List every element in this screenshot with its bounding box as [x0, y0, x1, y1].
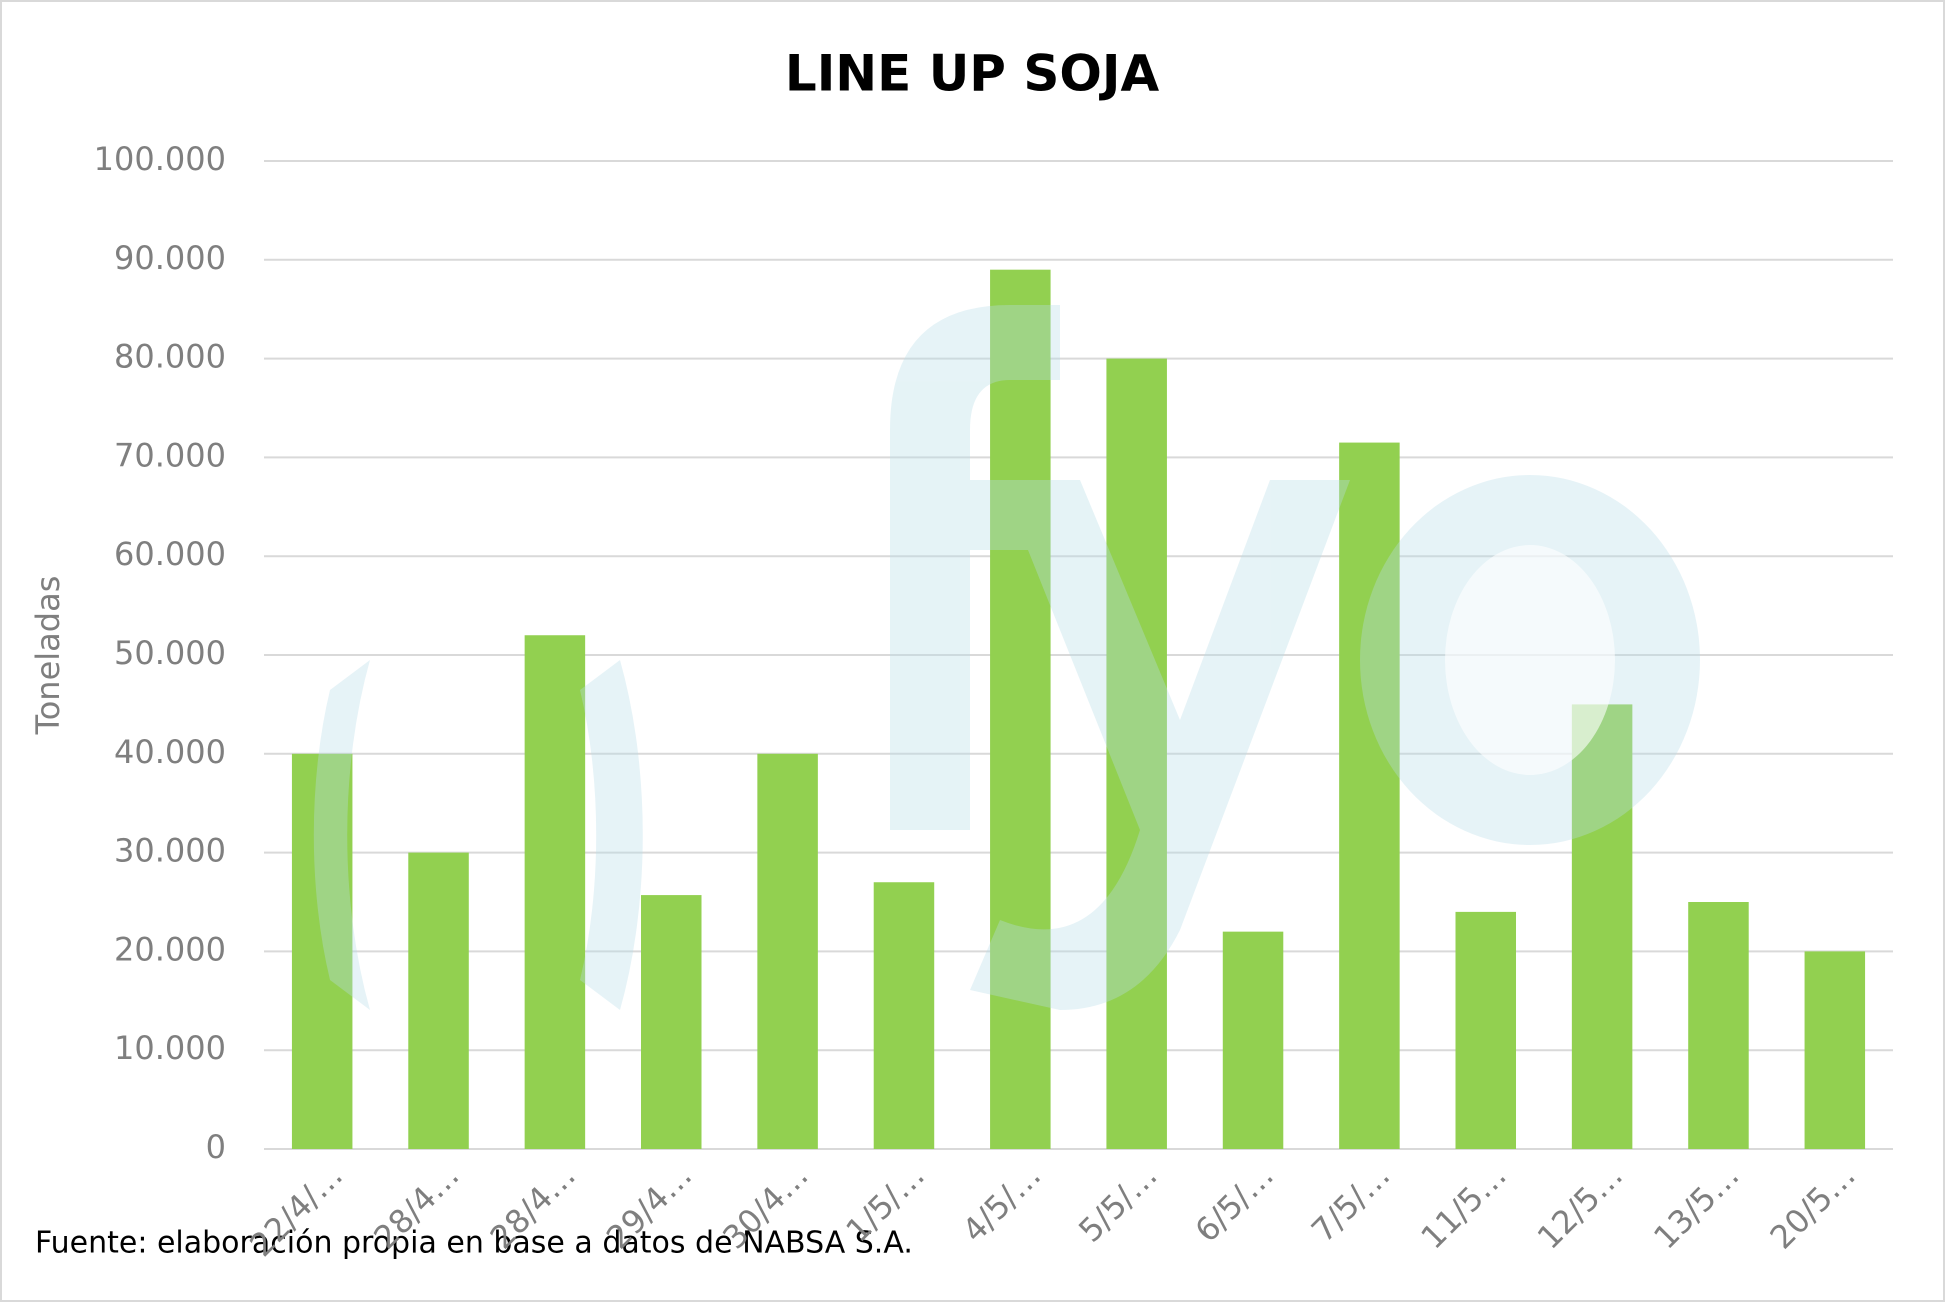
y-tick-label: 20.000	[114, 930, 226, 968]
y-axis-label: Toneladas	[29, 576, 67, 736]
bar	[990, 269, 1051, 1149]
y-tick-label: 10.000	[114, 1029, 226, 1067]
bar	[757, 753, 818, 1149]
y-tick-label: 80.000	[114, 338, 226, 376]
bar	[873, 882, 935, 1149]
bar	[291, 753, 353, 1149]
bar	[1222, 931, 1284, 1149]
y-tick-label: 50.000	[114, 634, 226, 672]
y-tick-label: 40.000	[114, 733, 226, 771]
y-tick-label: 60.000	[114, 535, 226, 573]
bar	[1688, 902, 1749, 1149]
bar	[1571, 704, 1633, 1149]
bar	[640, 895, 702, 1149]
y-tick-label: 90.000	[114, 239, 226, 277]
y-tick-label: 30.000	[114, 832, 226, 870]
bar	[1106, 358, 1167, 1150]
bar	[408, 852, 469, 1149]
watermark-hole	[1445, 545, 1615, 775]
bar	[524, 635, 586, 1149]
y-tick-label: 100.000	[94, 140, 226, 178]
bar	[1339, 442, 1400, 1150]
bar	[1804, 951, 1866, 1149]
bar	[1455, 911, 1517, 1149]
y-tick-label: 70.000	[114, 436, 226, 474]
y-tick-label: 0	[206, 1128, 226, 1166]
chart-title: LINE UP SOJA	[785, 45, 1160, 103]
source-note: Fuente: elaboración propia en base a dat…	[35, 1226, 913, 1261]
